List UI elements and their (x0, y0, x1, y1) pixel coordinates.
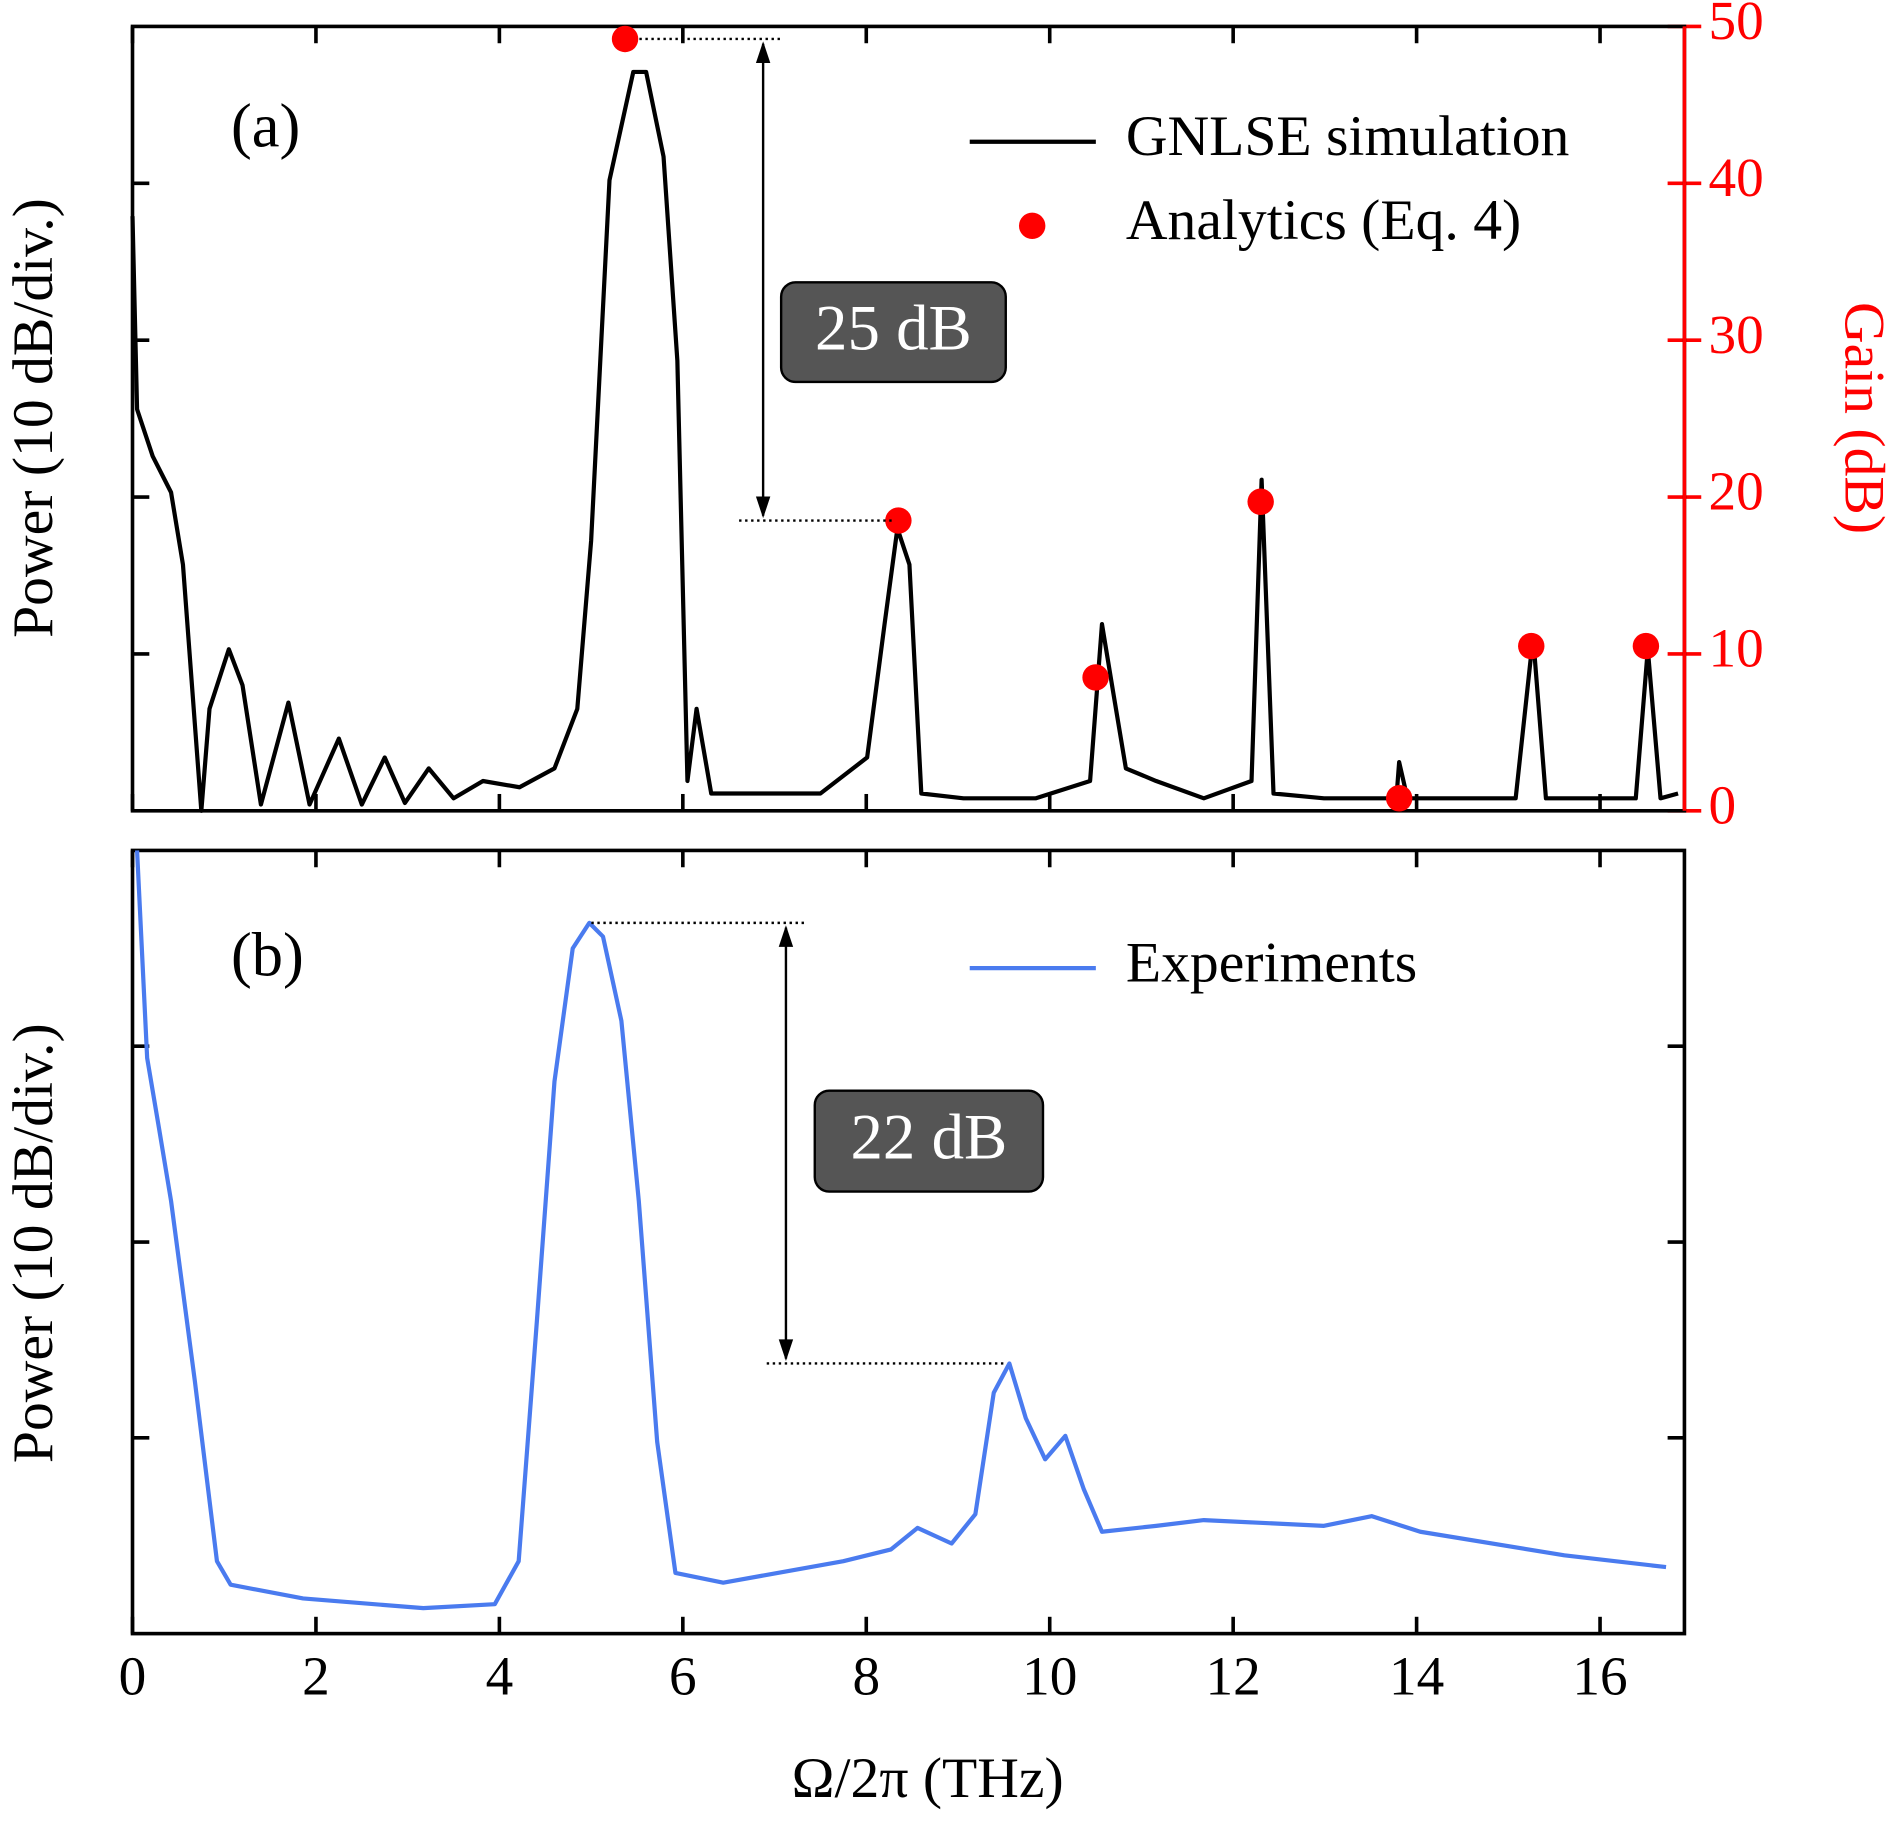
data-point (885, 507, 912, 534)
y2-tick-label: 20 (1708, 461, 1763, 522)
x-tick-label: 4 (486, 1645, 514, 1706)
y2-tick-label: 30 (1708, 304, 1763, 365)
annotation-box (779, 281, 1007, 384)
y-axis-label: Power (10 dB/div.) (2, 1023, 65, 1463)
data-line (134, 850, 1667, 1611)
data-point (1518, 632, 1545, 660)
data-point (1632, 632, 1660, 660)
arrow-head (755, 496, 771, 519)
panel-label: (b) (231, 919, 304, 989)
y-axis-label: Power (10 dB/div.) (2, 198, 65, 638)
annotation-text: 22 dB (851, 1101, 1008, 1173)
x-tick-label: 6 (669, 1645, 697, 1706)
data-point (1082, 664, 1109, 691)
data-point (1247, 488, 1274, 515)
annotation-text: 25 dB (815, 292, 972, 364)
x-tick-label: 14 (1389, 1645, 1444, 1706)
data-point (611, 25, 639, 53)
plot-frame (130, 848, 1687, 1636)
legend-label: Experiments (1126, 931, 1417, 994)
legend-label: Analytics (Eq. 4) (1126, 189, 1521, 252)
arrow-head (778, 925, 794, 947)
y2-tick-label: 50 (1708, 0, 1763, 51)
y2-tick-label: 0 (1708, 774, 1736, 835)
data-line (130, 69, 1679, 813)
data-point (1385, 785, 1413, 812)
arrow-head (778, 1339, 794, 1362)
panel-label: (a) (231, 90, 300, 160)
y2-tick-label: 40 (1708, 147, 1763, 208)
x-tick-label: 2 (302, 1645, 330, 1706)
y2-axis-label: Gain (dB) (1832, 302, 1889, 534)
x-axis-label: Ω/2π (THz) (792, 1747, 1064, 1810)
x-tick-label: 0 (119, 1645, 147, 1706)
y2-tick-label: 10 (1708, 618, 1763, 679)
x-tick-label: 10 (1022, 1645, 1077, 1706)
legend-label: GNLSE simulation (1126, 105, 1570, 168)
annotation-box (813, 1089, 1045, 1193)
x-tick-label: 16 (1572, 1645, 1627, 1706)
x-tick-label: 12 (1206, 1645, 1261, 1706)
x-tick-label: 8 (852, 1645, 880, 1706)
legend-marker (1018, 212, 1046, 240)
arrow-head (755, 41, 771, 63)
